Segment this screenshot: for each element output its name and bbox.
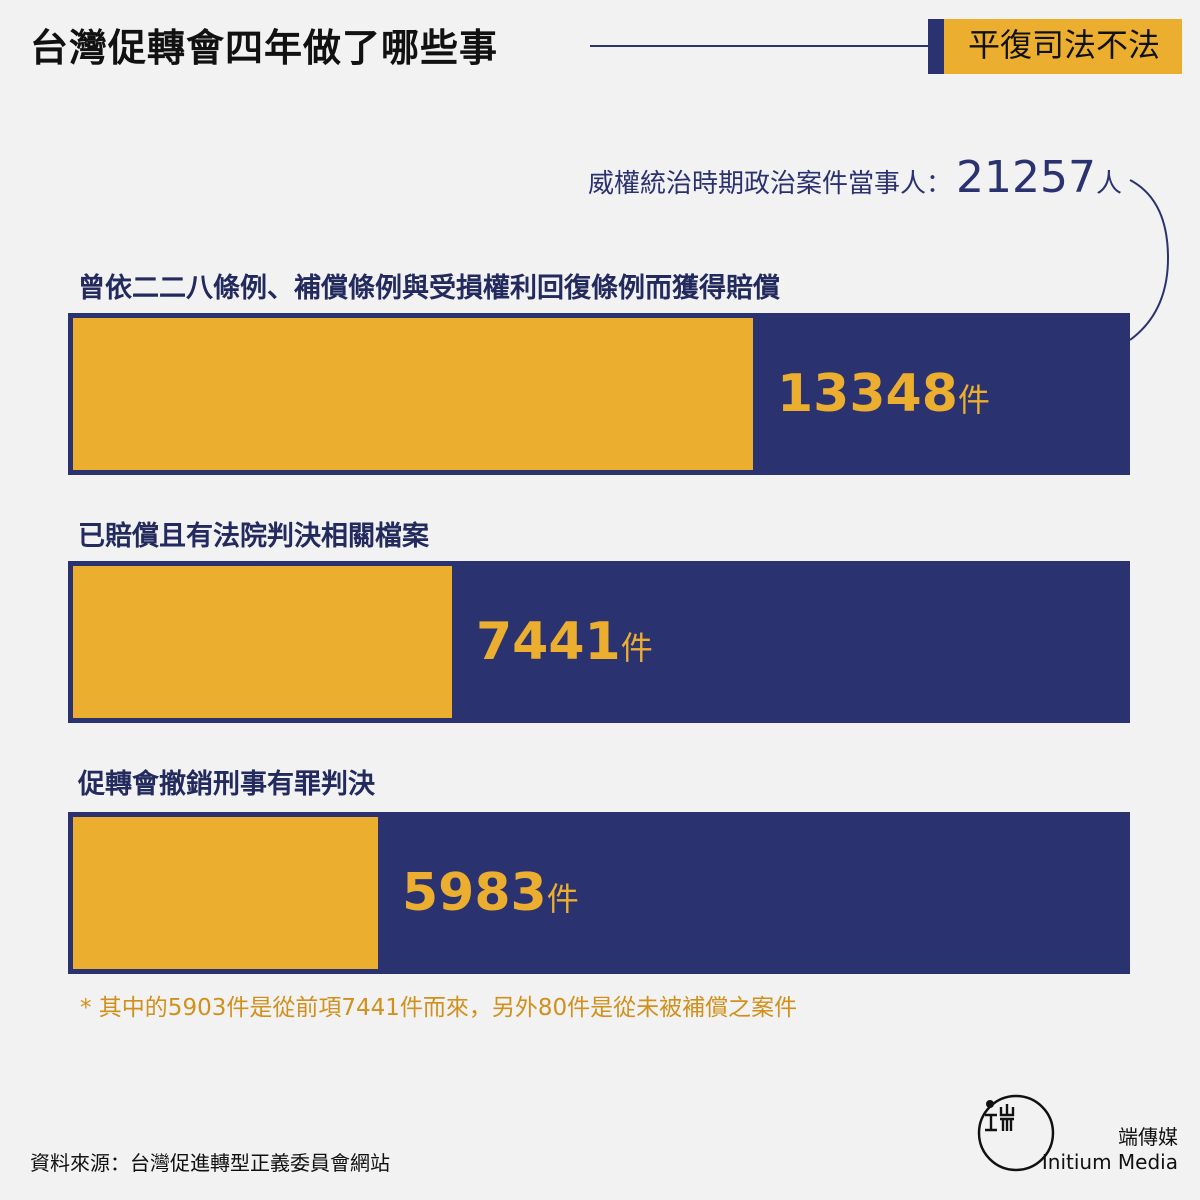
total-label: 威權統治時期政治案件當事人： — [587, 169, 952, 199]
title-rule — [590, 45, 930, 47]
bar — [73, 566, 452, 718]
bar-track: 7441件 — [68, 561, 1130, 723]
bar-value-label: 5983件 — [402, 812, 579, 974]
bar-label: 促轉會撤銷刑事有罪判決 — [78, 769, 375, 800]
total-value: 21257 — [956, 152, 1096, 203]
bar-value-number: 5983 — [402, 863, 547, 923]
bar-value-label: 13348件 — [777, 313, 990, 475]
total-unit: 人 — [1095, 169, 1122, 199]
brand-name-en: Initium Media — [1041, 1150, 1178, 1174]
bar-value-unit: 件 — [620, 629, 653, 667]
bar-track: 5983件 — [68, 812, 1130, 974]
bar-label: 曾依二二八條例、補償條例與受損權利回復條例而獲得賠償 — [78, 273, 780, 304]
footnote: * 其中的5903件是從前項7441件而來，另外80件是從未被補償之案件 — [80, 995, 798, 1021]
bar-value-label: 7441件 — [476, 561, 653, 723]
total-row: 威權統治時期政治案件當事人：21257人 — [588, 152, 1122, 208]
brand-name-cn: 端傳媒 — [1118, 1125, 1178, 1149]
bar-value-number: 7441 — [476, 612, 621, 672]
source-note: 資料來源：台灣促進轉型正義委員會網站 — [30, 1151, 390, 1175]
bar-value-unit: 件 — [957, 381, 990, 419]
bar-track: 13348件 — [68, 313, 1130, 475]
bar — [73, 817, 378, 969]
bar-label: 已賠償且有法院判決相關檔案 — [78, 521, 429, 552]
initium-logo-icon — [977, 1094, 1055, 1172]
bar-value-unit: 件 — [546, 880, 579, 918]
bar-value-number: 13348 — [777, 364, 958, 424]
page-title: 台灣促轉會四年做了哪些事 — [30, 26, 499, 70]
bar — [73, 318, 753, 470]
series-badge: 平復司法不法 — [928, 19, 1182, 74]
